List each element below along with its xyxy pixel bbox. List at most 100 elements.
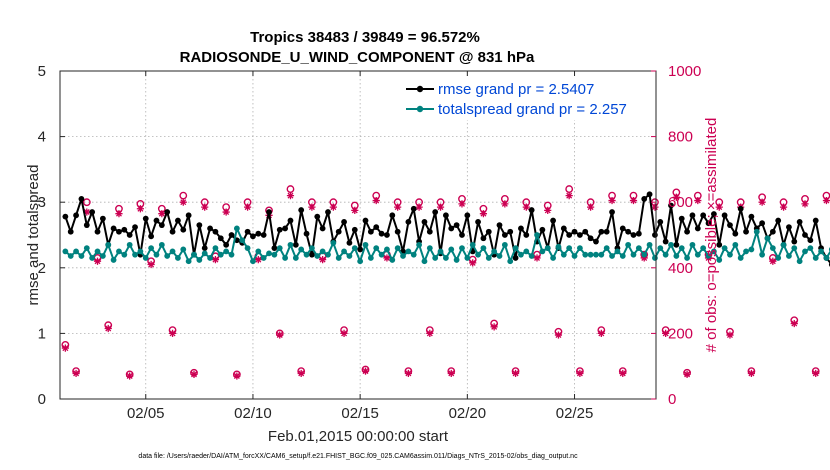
totalspread-point	[716, 257, 723, 263]
obs-assimilated-marker	[147, 260, 155, 269]
obs-assimilated-marker	[662, 329, 670, 337]
totalspread-point	[571, 253, 578, 259]
y-tick-label: 1	[38, 325, 46, 342]
totalspread-point	[603, 245, 610, 252]
obs-assimilated-marker	[715, 203, 723, 211]
obs-assimilated-marker	[72, 369, 80, 378]
totalspread-point	[732, 241, 739, 248]
totalspread-point	[485, 255, 492, 261]
rmse-point	[732, 230, 739, 237]
x-axis-label: Feb.01,2015 00:00:00 start	[268, 428, 449, 445]
obs-assimilated-marker	[501, 200, 509, 208]
obs-assimilated-marker	[726, 331, 734, 339]
totalspread-point	[609, 253, 615, 259]
rmse-point	[512, 255, 519, 261]
totalspread-point	[384, 246, 390, 253]
rmse-point	[212, 228, 219, 235]
totalspread-point	[705, 253, 712, 259]
totalspread-point	[89, 255, 96, 261]
totalspread-point	[710, 248, 717, 255]
totalspread-point	[786, 253, 792, 259]
rmse-point	[271, 245, 278, 252]
totalspread-point	[335, 255, 342, 261]
totalspread-point	[528, 253, 535, 259]
rmse-point	[346, 239, 353, 246]
obs-assimilated-marker	[608, 196, 616, 205]
chart-title-line1: Tropics 38483 / 39849 = 96.572%	[250, 29, 480, 46]
legend-label-rmse: rmse grand pr = 2.5407	[438, 81, 594, 98]
totalspread-point	[287, 241, 294, 248]
rmse-point	[635, 230, 642, 237]
obs-assimilated-marker	[597, 329, 605, 337]
obs-assimilated-marker	[329, 203, 337, 211]
totalspread-point	[576, 245, 583, 252]
totalspread-point	[207, 255, 213, 261]
x-tick-label: 02/25	[556, 405, 594, 422]
rmse-point	[507, 228, 514, 235]
rmse-point	[357, 246, 364, 253]
totalspread-point	[448, 246, 455, 253]
obs-assimilated-marker	[458, 200, 466, 208]
rmse-point	[721, 212, 728, 219]
totalspread-point	[421, 258, 428, 265]
obs-assimilated-marker	[822, 196, 830, 205]
y-axis-label: rmse and totalspread	[25, 165, 42, 306]
totalspread-point	[410, 251, 417, 258]
obs-assimilated-marker	[447, 369, 455, 378]
totalspread-point	[582, 251, 589, 258]
rmse-point	[62, 213, 69, 220]
obs-assimilated-marker	[394, 203, 402, 211]
totalspread-point	[255, 248, 262, 255]
totalspread-point	[464, 255, 471, 261]
rmse-point	[126, 232, 133, 238]
y-tick-label: 3	[38, 194, 46, 211]
totalspread-point	[239, 237, 246, 244]
totalspread-point	[62, 248, 69, 255]
totalspread-point	[593, 251, 599, 258]
rmse-point	[743, 228, 749, 235]
rmse-point	[442, 212, 449, 219]
totalspread-point	[175, 255, 181, 261]
totalspread-point	[807, 245, 814, 252]
totalspread-point	[480, 245, 487, 252]
chart-title-line2: RADIOSONDE_U_WIND_COMPONENT @ 831 hPa	[180, 49, 535, 66]
obs-assimilated-marker	[587, 203, 595, 211]
totalspread-point	[105, 241, 112, 248]
totalspread-point	[518, 251, 524, 258]
rmse-point	[727, 222, 733, 229]
rmse-point	[142, 215, 149, 222]
rmse-point	[603, 228, 610, 235]
rmse-point	[523, 232, 530, 238]
obs-assimilated-marker	[308, 203, 316, 211]
totalspread-point	[684, 255, 690, 261]
x-tick-label: 02/05	[127, 405, 165, 422]
legend-marker-rmse	[416, 85, 424, 93]
totalspread-point	[560, 251, 567, 258]
totalspread-point	[700, 245, 707, 252]
totalspread-point	[432, 255, 439, 261]
totalspread-point	[309, 245, 315, 252]
totalspread-point	[201, 250, 208, 257]
y2-tick-label: 1000	[668, 63, 701, 80]
rmse-point	[609, 209, 615, 215]
obs-assimilated-marker	[351, 206, 359, 214]
totalspread-point	[212, 245, 219, 252]
data-file-footer: data file: /Users/raeder/DAI/ATM_forcXX/…	[138, 453, 578, 460]
totalspread-point	[116, 248, 122, 255]
legend-marker-totalspread	[416, 105, 424, 113]
rmse-point	[652, 232, 658, 238]
legend: rmse grand pr = 2.5407 totalspread grand…	[400, 76, 652, 120]
obs-assimilated-marker	[490, 323, 498, 331]
rmse-point	[153, 217, 160, 224]
obs-assimilated-marker	[415, 203, 423, 211]
totalspread-point	[678, 245, 685, 252]
obs-assimilated-marker	[190, 370, 198, 378]
totalspread-point	[169, 248, 176, 255]
rmse-point	[110, 225, 117, 232]
totalspread-point	[126, 241, 133, 248]
rmse-point	[641, 196, 648, 202]
totalspread-point	[748, 246, 755, 253]
obs-assimilated-marker	[790, 319, 798, 328]
totalspread-point	[780, 241, 787, 248]
totalspread-point	[587, 251, 594, 258]
